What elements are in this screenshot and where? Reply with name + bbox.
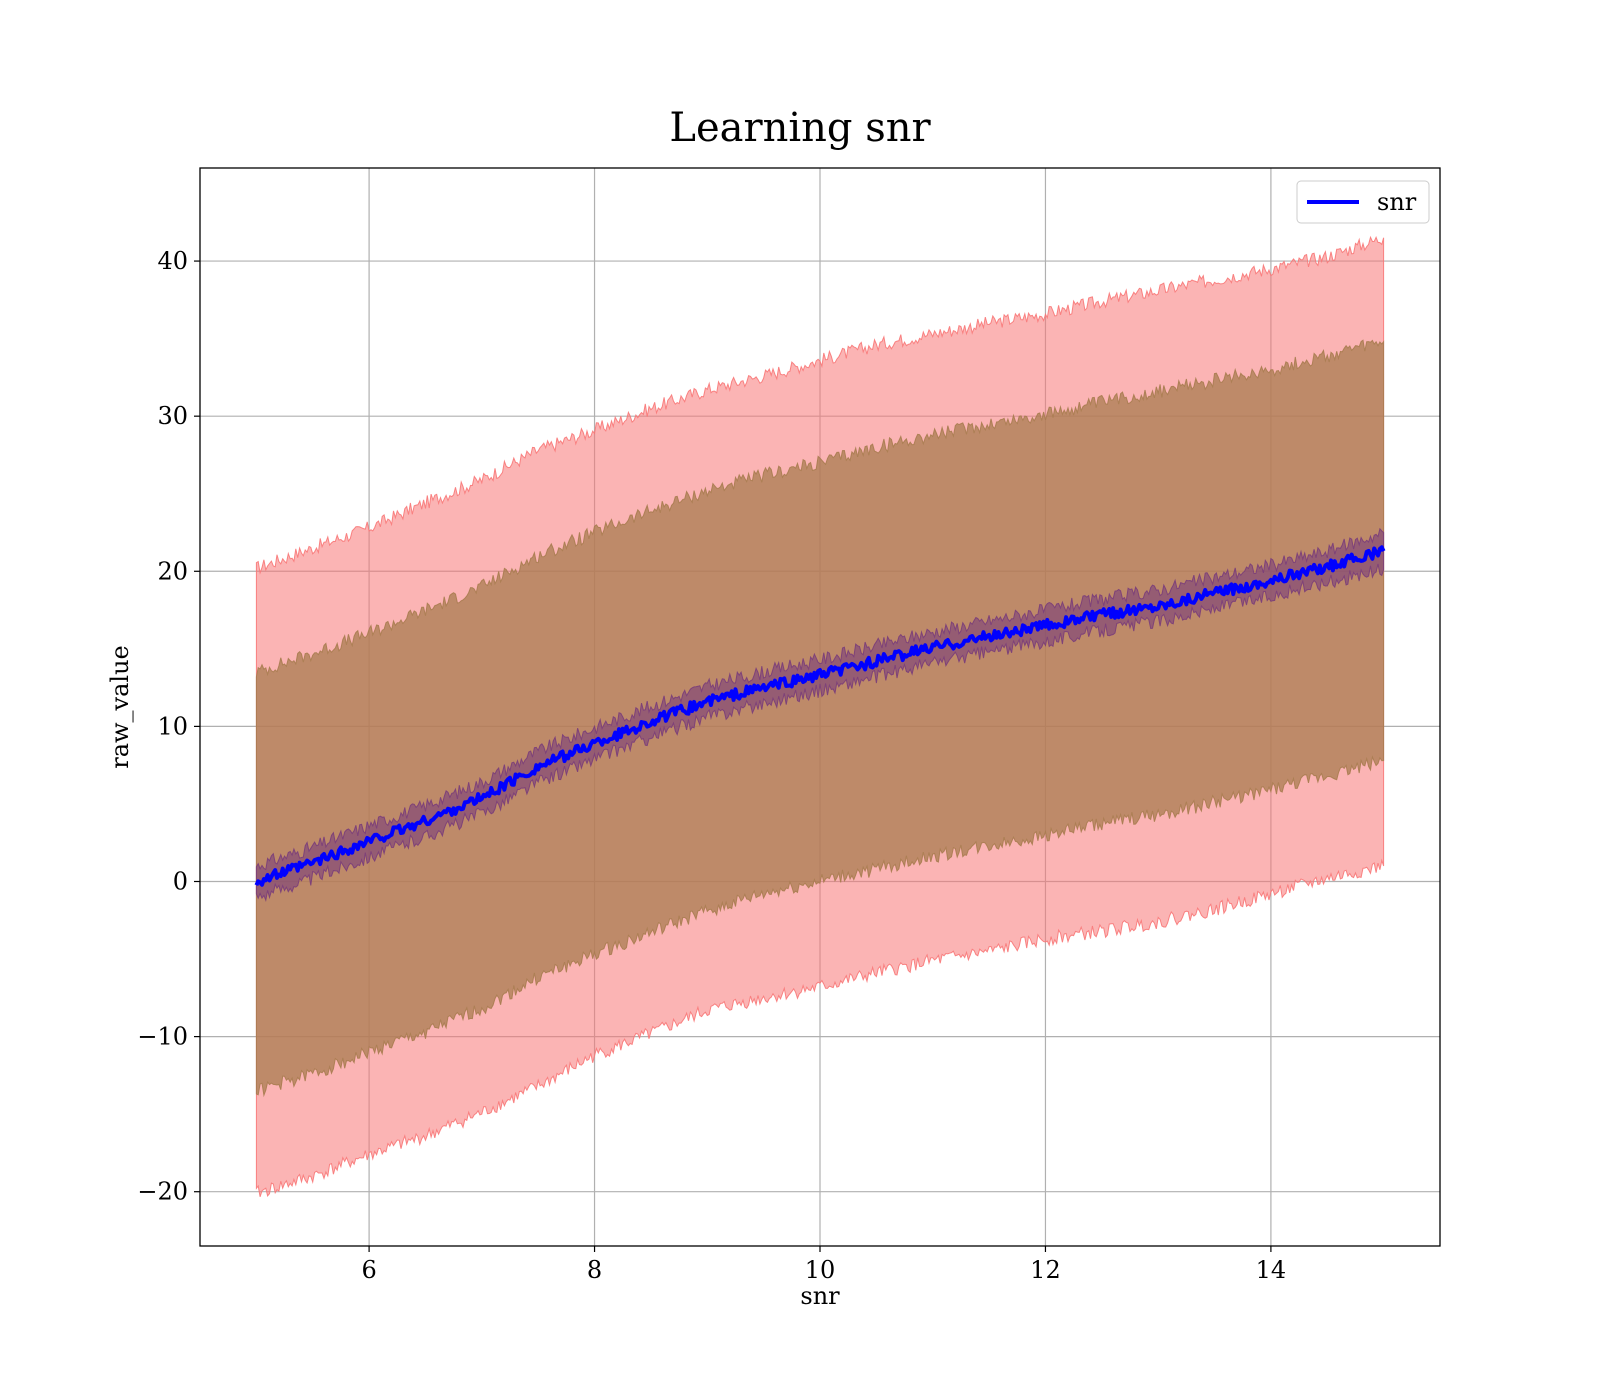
band-2 [255, 527, 1385, 902]
axis-ticks: 6 8 10 12 14 −20 −10 0 10 20 30 40 [137, 247, 1286, 1284]
x-tick-label-1: 8 [587, 1256, 602, 1284]
chart-title: Learning snr [669, 105, 931, 151]
legend: snr [1296, 180, 1430, 224]
band-1 [255, 339, 1385, 1098]
series-line-snr [254, 545, 1386, 887]
y-tick-label-0: −20 [137, 1178, 188, 1206]
y-tick-label-5: 30 [157, 402, 188, 430]
confidence-bands [255, 235, 1385, 1197]
legend-label-snr: snr [1377, 188, 1417, 216]
y-tick-label-4: 20 [157, 557, 188, 585]
y-tick-label-6: 40 [157, 247, 188, 275]
y-tick-label-2: 0 [173, 867, 188, 895]
x-tick-label-2: 10 [805, 1256, 836, 1284]
legend-box [1296, 180, 1430, 224]
x-tick-label-4: 14 [1256, 1256, 1287, 1284]
y-tick-label-3: 10 [157, 712, 188, 740]
x-axis-label: snr [800, 1282, 840, 1310]
y-axis-label: raw_value [106, 645, 134, 769]
x-tick-label-3: 12 [1030, 1256, 1061, 1284]
series-lines [254, 545, 1386, 887]
y-tick-label-1: −10 [137, 1023, 188, 1051]
x-tick-label-0: 6 [361, 1256, 376, 1284]
